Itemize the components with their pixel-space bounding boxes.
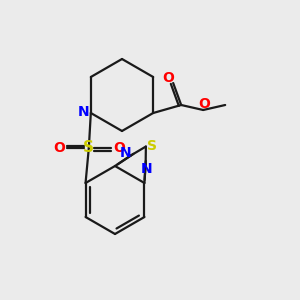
- Text: S: S: [147, 139, 157, 152]
- Text: O: O: [198, 97, 210, 111]
- Text: N: N: [78, 105, 90, 119]
- Text: O: O: [162, 71, 174, 85]
- Text: O: O: [53, 141, 65, 155]
- Text: S: S: [83, 140, 94, 155]
- Text: N: N: [141, 162, 152, 176]
- Text: N: N: [120, 146, 132, 161]
- Text: O: O: [113, 141, 125, 155]
